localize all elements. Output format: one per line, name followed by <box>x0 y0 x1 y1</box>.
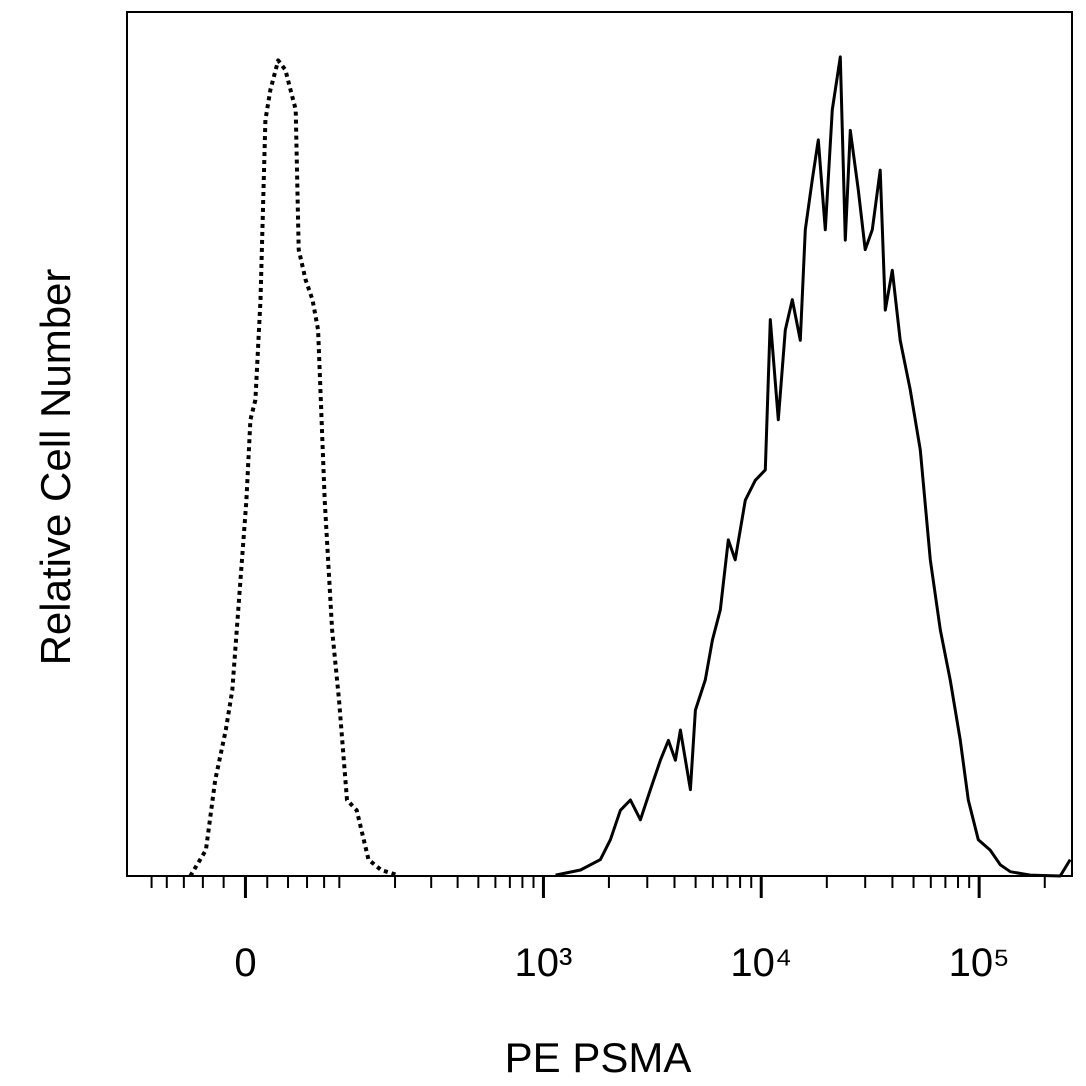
x-tick-label: 10⁴ <box>730 941 792 985</box>
x-tick-label: 0 <box>234 941 256 985</box>
y-axis-label: Relative Cell Number <box>32 269 79 666</box>
x-tick-label: 10⁵ <box>949 941 1010 985</box>
x-tick-label: 10³ <box>515 941 573 985</box>
x-axis-label: PE PSMA <box>505 1034 692 1081</box>
plot-frame <box>126 11 1073 877</box>
histogram-line <box>555 55 1072 878</box>
histogram-line <box>188 58 399 878</box>
